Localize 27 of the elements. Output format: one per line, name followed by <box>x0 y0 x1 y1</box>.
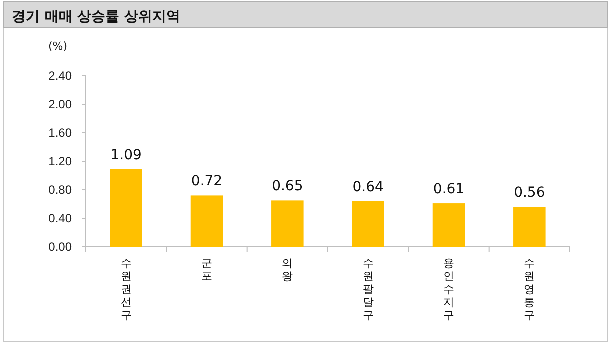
x-tick-label: 군포 <box>202 257 212 283</box>
y-tick-label: 0.40 <box>48 211 72 226</box>
data-label: 0.56 <box>514 185 546 202</box>
bar <box>110 169 142 247</box>
data-label: 1.09 <box>110 147 142 164</box>
x-tick-label: 수원팔달구 <box>362 257 374 322</box>
bar <box>190 196 224 247</box>
y-axis-title: (%) <box>48 40 68 53</box>
bar <box>352 201 384 247</box>
y-tick-label: 1.20 <box>48 154 72 168</box>
data-label: 0.64 <box>352 179 384 196</box>
x-tick-label: 의왕 <box>282 257 294 283</box>
x-tick-label: 수원영통구 <box>524 257 536 322</box>
bar <box>272 200 304 247</box>
y-tick-label: 2.00 <box>48 97 72 112</box>
bar <box>514 207 546 247</box>
chart-title: 경기 매매 상승률 상위지역 <box>12 9 181 25</box>
y-tick-label: 0.80 <box>48 182 72 197</box>
data-label: 0.61 <box>433 182 465 198</box>
y-tick-label: 0.00 <box>48 240 72 254</box>
data-label: 0.65 <box>272 178 304 195</box>
x-tick-label: 용인수지구 <box>444 257 454 322</box>
y-tick-label: 2.40 <box>48 68 72 83</box>
data-label: 0.72 <box>191 174 223 190</box>
x-tick-label: 수원권선구 <box>120 257 132 322</box>
y-tick-label: 1.60 <box>48 126 72 140</box>
bar <box>432 204 466 247</box>
